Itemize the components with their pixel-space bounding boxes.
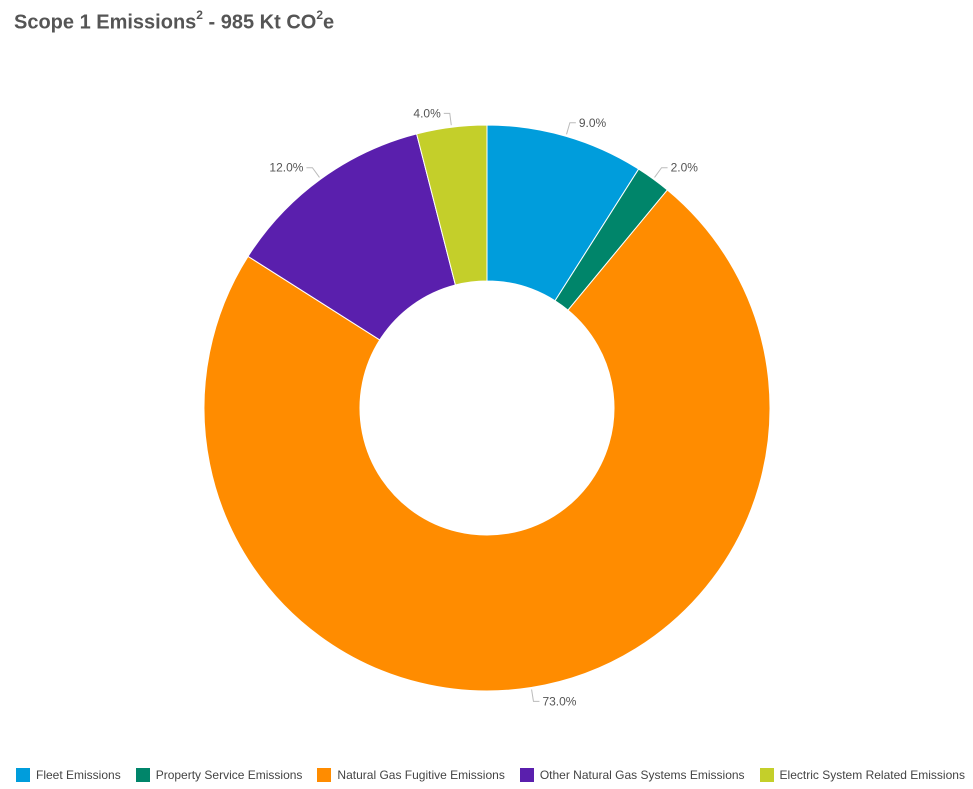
title-end: e	[323, 11, 335, 34]
legend-swatch	[519, 768, 534, 782]
legend-swatch	[317, 768, 332, 782]
legend-swatch	[135, 768, 150, 782]
legend-swatch	[759, 768, 774, 782]
legend-label: Natural Gas Fugitive Emissions	[337, 768, 505, 782]
donut-slices	[203, 124, 771, 692]
data-label-property-service-emissions: 2.0%	[671, 161, 699, 175]
legend-label: Electric System Related Emissions	[779, 768, 965, 782]
title-main: Scope 1 Emissions	[14, 11, 197, 34]
chart-legend: Fleet Emissions Property Service Emissio…	[16, 768, 973, 782]
connector-electric-system-related-emissions	[443, 112, 452, 126]
title-middle: - 985 Kt CO	[202, 11, 317, 34]
connector-natural-gas-fugitive-emissions	[531, 689, 540, 702]
legend-item-property-service-emissions[interactable]: Property Service Emissions	[135, 768, 303, 782]
chart-title: Scope 1 Emissions2 - 985 Kt CO2e	[14, 8, 335, 35]
legend-label: Property Service Emissions	[155, 768, 303, 782]
legend-item-other-natural-gas-systems-emissions[interactable]: Other Natural Gas Systems Emissions	[519, 768, 745, 782]
connector-other-natural-gas-systems-emissions	[306, 167, 320, 178]
data-label-natural-gas-fugitive-emissions: 73.0%	[542, 694, 576, 708]
legend-label: Fleet Emissions	[36, 768, 121, 782]
legend-item-electric-system-related-emissions[interactable]: Electric System Related Emissions	[759, 768, 965, 782]
title-superscript-2: 2	[316, 8, 324, 22]
connector-fleet-emissions	[566, 122, 576, 135]
legend-item-fleet-emissions[interactable]: Fleet Emissions	[16, 768, 121, 782]
data-label-other-natural-gas-systems-emissions: 12.0%	[269, 161, 303, 175]
connector-property-service-emissions	[654, 167, 668, 178]
slice-other-natural-gas-systems-emissions[interactable]	[247, 133, 457, 341]
label-connectors	[306, 112, 668, 702]
legend-swatch	[16, 768, 30, 782]
legend-label: Other Natural Gas Systems Emissions	[539, 768, 745, 782]
legend-item-natural-gas-fugitive-emissions[interactable]: Natural Gas Fugitive Emissions	[317, 768, 505, 782]
data-label-fleet-emissions: 9.0%	[579, 116, 607, 130]
title-superscript-1: 2	[196, 8, 203, 22]
data-label-electric-system-related-emissions: 4.0%	[413, 106, 441, 120]
data-labels: 9.0% 2.0% 73.0% 12.0% 4.0%	[269, 106, 698, 708]
slice-electric-system-related-emissions[interactable]	[416, 124, 488, 286]
slice-natural-gas-fugitive-emissions[interactable]	[203, 189, 771, 692]
donut-chart: 9.0% 2.0% 73.0% 12.0% 4.0%	[203, 106, 771, 708]
